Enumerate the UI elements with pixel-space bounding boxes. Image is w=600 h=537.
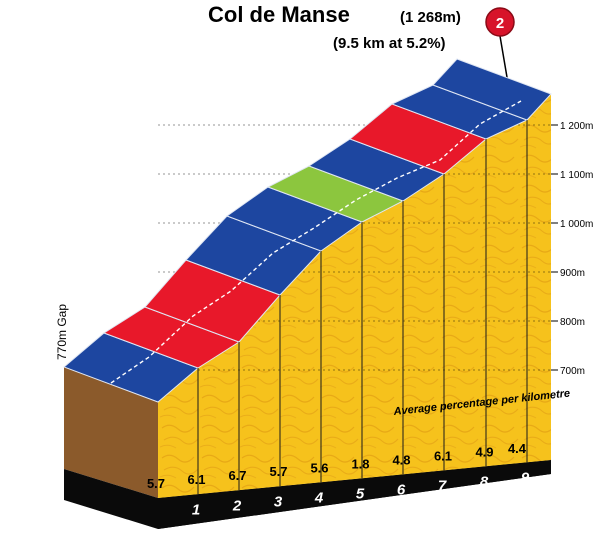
kilometre-labels: 1 2 3 4 5 6 7 8 9: [192, 470, 530, 519]
profile-front-face: [158, 94, 551, 498]
altitude-tick-label-3: 1 000m: [560, 219, 593, 230]
category-badge-number: 2: [496, 15, 504, 32]
km-percentage-2: 6.1: [187, 472, 205, 487]
chart-title: Col de Manse: [208, 2, 350, 27]
profile-base-front: [158, 460, 551, 529]
km-number-8: 8: [480, 473, 489, 490]
road-centerline: [110, 100, 522, 384]
km-number-5: 5: [356, 485, 365, 502]
km-number-3: 3: [274, 493, 283, 510]
km-percentage-3: 6.7: [228, 468, 246, 483]
km-percentage-7: 4.8: [392, 452, 410, 467]
km-number-7: 7: [438, 478, 447, 495]
km-dividers: [197, 120, 528, 495]
altitude-tick-label-2: 900m: [560, 268, 585, 279]
altitude-tick-label-0: 700m: [560, 366, 585, 377]
road-segments: [63, 58, 552, 403]
km-percentage-5: 5.6: [310, 460, 328, 475]
altitude-tick-label-1: 800m: [560, 317, 585, 328]
altitude-tick-label-5: 1 200m: [560, 121, 593, 132]
percentage-labels: 5.7 6.1 6.7 5.7 5.6 1.8 4.8 6.1 4.9 4.4: [147, 441, 527, 491]
km-number-4: 4: [314, 489, 324, 506]
km-percentage-4: 5.7: [269, 464, 287, 479]
km-percentage-10: 4.4: [508, 441, 527, 456]
profile-left-face: [64, 367, 158, 498]
km-number-9: 9: [521, 470, 530, 487]
elevation-gap-label: 770m Gap: [55, 304, 69, 360]
road-segment-10: [432, 58, 552, 121]
km-number-2: 2: [232, 497, 242, 514]
km-percentage-9: 4.9: [475, 444, 493, 459]
km-percentage-6: 1.8: [351, 456, 369, 471]
km-number-1: 1: [192, 501, 200, 518]
km-percentage-8: 6.1: [434, 448, 452, 463]
altitude-tick-label-4: 1 100m: [560, 170, 593, 181]
summit-altitude-label: (1 268m): [400, 9, 461, 26]
km-number-6: 6: [397, 482, 406, 499]
km-percentage-1: 5.7: [147, 476, 165, 491]
chart-subtitle: (9.5 km at 5.2%): [333, 35, 446, 52]
climb-profile: [64, 94, 551, 529]
